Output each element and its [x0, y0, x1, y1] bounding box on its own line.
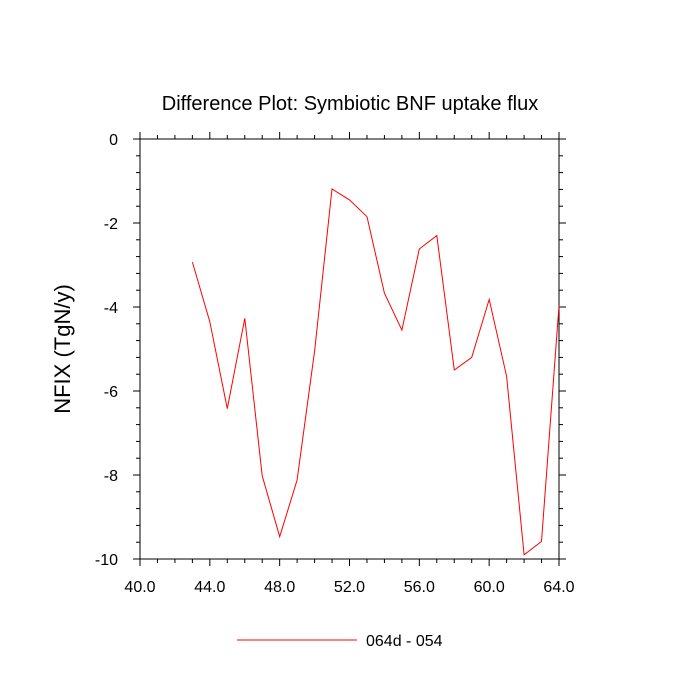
x-tick-label: 48.0: [264, 579, 295, 596]
y-tick-label: -4: [104, 300, 118, 317]
y-tick-label: -8: [104, 468, 118, 485]
x-tick-label: 60.0: [474, 579, 505, 596]
legend: 064d - 054: [237, 633, 443, 650]
y-tick-label: -2: [104, 216, 118, 233]
y-tick-label: -10: [95, 552, 118, 569]
x-tick-label: 52.0: [334, 579, 365, 596]
legend-label: 064d - 054: [366, 633, 443, 650]
plot-frame: [139, 138, 560, 560]
y-tick-label: 0: [109, 132, 118, 149]
x-tick-label: 64.0: [543, 579, 574, 596]
x-tick-label: 40.0: [124, 579, 155, 596]
series-group: [191, 188, 560, 556]
x-tick-label: 44.0: [194, 579, 225, 596]
x-tick-label: 56.0: [404, 579, 435, 596]
chart-title: Difference Plot: Symbiotic BNF uptake fl…: [162, 93, 538, 115]
series-line: [191, 188, 560, 556]
axis-tick-labels: 40.0 44.0 48.0 52.0 56.0 60.0 64.0 0 -2 -4 -6 -8 -10: [95, 132, 575, 596]
y-tick-label: -6: [104, 384, 118, 401]
y-axis-label: NFIX (TgN/y): [50, 284, 75, 414]
axis-ticks: [133, 132, 566, 566]
